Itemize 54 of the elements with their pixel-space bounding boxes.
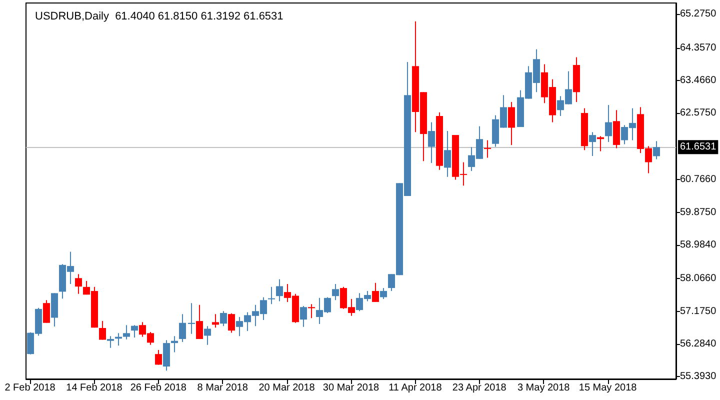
x-tick-label: 26 Feb 2018 — [130, 382, 187, 394]
candlestick — [276, 278, 283, 302]
candlestick — [212, 314, 219, 328]
candlestick — [123, 324, 130, 340]
candlestick — [268, 286, 275, 305]
candlestick — [171, 336, 178, 353]
candlestick — [372, 282, 379, 302]
candlestick — [613, 110, 620, 149]
y-tick-label: 65.2750 — [680, 8, 717, 20]
candlestick — [300, 306, 307, 328]
candlestick — [484, 140, 491, 158]
y-tick-label: 57.1750 — [680, 306, 717, 317]
y-tick-label: 55.3930 — [680, 371, 717, 382]
candlestick — [444, 130, 451, 178]
y-tick-label: 58.9840 — [680, 239, 717, 250]
candlestick — [196, 304, 203, 340]
candlestick — [179, 314, 186, 342]
x-tick-label: 14 Feb 2018 — [66, 382, 123, 394]
y-tick-label: 56.2840 — [680, 338, 717, 350]
candlestick — [99, 320, 106, 340]
candlestick — [188, 302, 195, 334]
text: USDRUB,Daily 61.4040 61.8150 61.3192 61.6531 — [35, 10, 284, 22]
y-tick-label: 58.0660 — [680, 273, 717, 284]
y-tick-label: 62.5750 — [680, 108, 717, 119]
candlestick — [131, 324, 138, 338]
candlestick — [43, 300, 50, 324]
x-tick-label: 8 Mar 2018 — [197, 382, 248, 394]
candlestick — [155, 350, 162, 366]
candlestick — [228, 312, 235, 334]
candlestick — [107, 336, 114, 348]
candlestick — [380, 288, 387, 300]
ref-line-label: 61.6531 — [680, 142, 717, 153]
x-tick-label: 2 Feb 2018 — [4, 382, 56, 394]
candlestick — [204, 326, 211, 346]
candlestick — [508, 102, 515, 146]
x-tick-label: 11 Apr 2018 — [388, 382, 442, 394]
y-tick-label: 63.4660 — [680, 75, 717, 86]
x-tick-label: 20 Mar 2018 — [258, 382, 316, 394]
candlestick — [220, 310, 227, 327]
x-tick-label: 3 May 2018 — [517, 382, 570, 394]
candlestick — [589, 132, 596, 156]
y-tick-label: 64.3570 — [680, 42, 717, 54]
candlestick — [653, 140, 660, 160]
x-tick-label: 23 Apr 2018 — [452, 382, 507, 394]
candlestick — [332, 283, 339, 301]
y-tick-label: 60.7660 — [680, 174, 717, 186]
candlestick — [605, 104, 612, 143]
x-tick-label: 15 May 2018 — [578, 382, 638, 394]
candlestick — [308, 304, 315, 319]
candlestick — [75, 274, 82, 294]
candlestick — [428, 122, 435, 164]
candlestick — [163, 340, 170, 372]
y-tick-label: 59.8750 — [680, 206, 717, 218]
x-tick-label: 30 Mar 2018 — [322, 382, 380, 394]
